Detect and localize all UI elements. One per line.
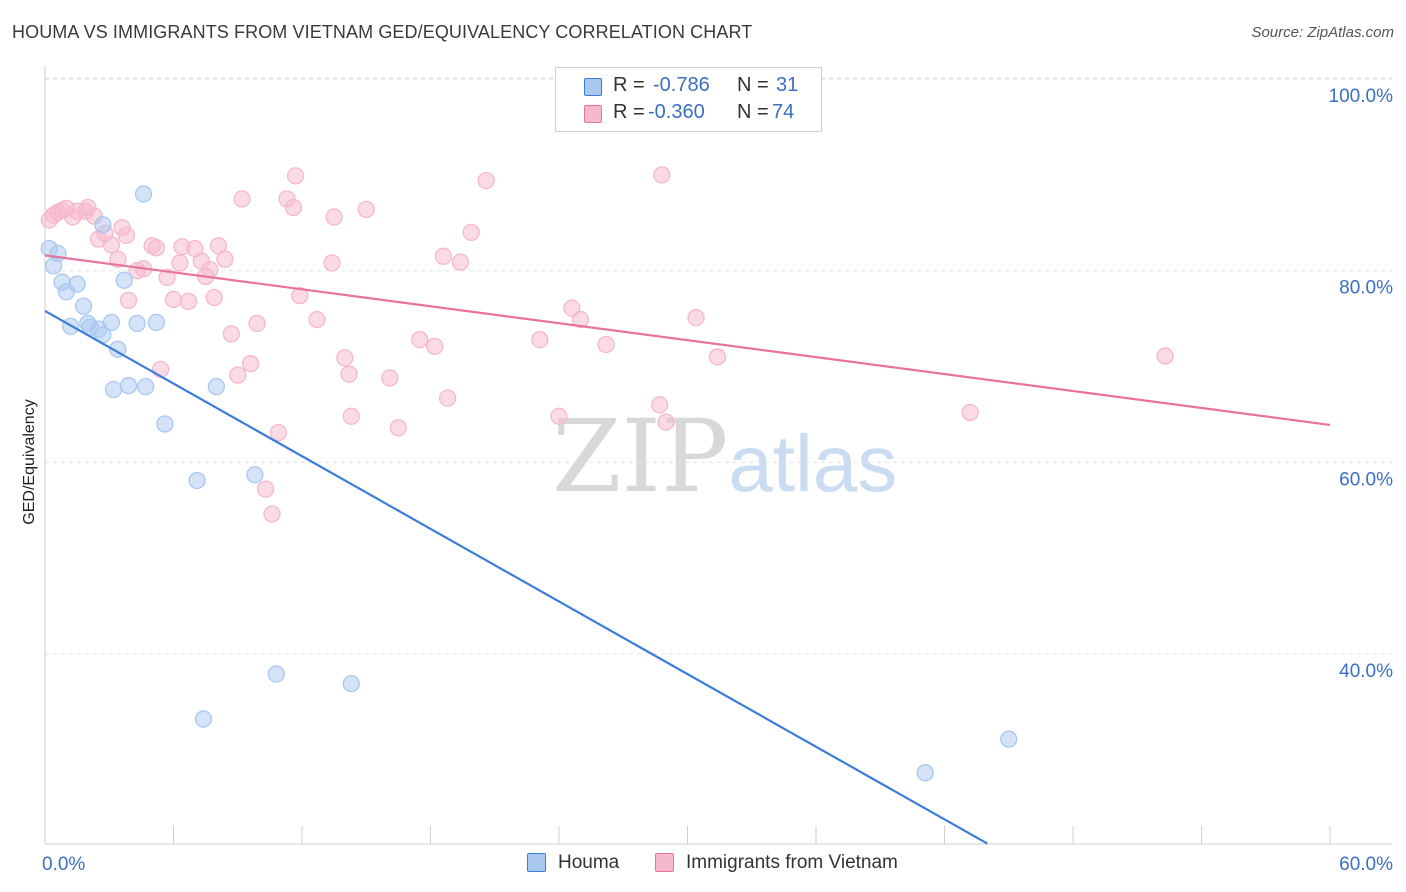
houma-point: [342, 674, 360, 693]
vietnam-point: [256, 480, 275, 498]
vietnam-point: [550, 407, 568, 425]
vietnam-point: [323, 254, 341, 272]
r-label: R =: [613, 101, 645, 123]
vietnam-point: [241, 354, 260, 373]
vietnam-point: [151, 360, 170, 379]
vietnam-point: [158, 268, 176, 287]
vietnam-point: [222, 325, 240, 343]
stats-swatch-vietnam: [584, 105, 602, 123]
houma-point: [156, 415, 174, 433]
vietnam-point: [286, 167, 305, 185]
vietnam-point: [340, 365, 358, 383]
vietnam-point: [357, 200, 375, 219]
chart-title: HOUMA VS IMMIGRANTS FROM VIETNAM GED/EQU…: [12, 22, 753, 42]
x-tick-label: 0.0%: [42, 854, 85, 875]
legend-label-houma: Houma: [558, 852, 620, 873]
n-label: N =: [737, 74, 769, 96]
houma-point: [134, 185, 153, 203]
houma-point: [147, 313, 166, 332]
vietnam-point: [269, 423, 288, 442]
houma-point: [94, 216, 112, 234]
houma-point: [207, 377, 225, 396]
vietnam-point: [651, 396, 669, 414]
vietnam-point: [205, 288, 223, 307]
vietnam-point: [308, 310, 326, 329]
houma-point: [137, 377, 155, 396]
vietnam-point: [179, 292, 198, 311]
vietnam-point: [708, 348, 727, 366]
vietnam-point: [229, 366, 247, 384]
source-label: Source: ZipAtlas.com: [1251, 24, 1394, 41]
y-tick-label: 100.0%: [1329, 86, 1394, 107]
vietnam-point: [248, 314, 266, 333]
houma-point: [1000, 730, 1018, 748]
vietnam-point: [171, 254, 189, 272]
vietnam-point: [102, 236, 121, 254]
vietnam-point: [336, 349, 354, 367]
vietnam-point: [462, 223, 480, 242]
y-tick-label: 60.0%: [1339, 469, 1393, 490]
vietnam-point: [426, 337, 444, 356]
vietnam-point: [147, 239, 166, 257]
vietnam-point: [117, 226, 136, 244]
vietnam-point: [233, 190, 251, 208]
vietnam-point: [342, 407, 360, 425]
vietnam-point: [563, 299, 581, 317]
n-label: N =: [737, 101, 769, 123]
r-label: R =: [613, 74, 645, 96]
vietnam-point: [477, 171, 495, 190]
vietnam-point: [597, 335, 615, 354]
vietnam-trend-line: [44, 254, 1331, 427]
vietnam-point: [687, 308, 705, 327]
r-value: -0.360: [648, 101, 705, 123]
stats-box: R = -0.786 N = 31 R = -0.360 N = 74: [555, 67, 822, 132]
stats-swatch-houma: [584, 78, 602, 96]
vietnam-point: [657, 413, 675, 431]
legend-swatch-houma: [527, 853, 546, 872]
legend-label-vietnam: Immigrants from Vietnam: [686, 852, 898, 873]
vietnam-point: [109, 250, 127, 268]
houma-point: [102, 313, 121, 332]
n-value: 31: [776, 74, 799, 96]
x-tick-label: 60.0%: [1339, 854, 1393, 875]
vietnam-point: [291, 286, 309, 305]
r-value: -0.786: [653, 74, 710, 96]
houma-point: [115, 271, 133, 289]
vietnam-point: [284, 198, 303, 217]
vietnam-point: [119, 291, 138, 310]
houma-point: [188, 471, 206, 490]
houma-point: [246, 466, 264, 484]
vietnam-point: [653, 166, 671, 184]
vietnam-point: [438, 389, 457, 407]
n-value: 74: [772, 101, 795, 123]
vietnam-point: [381, 369, 399, 387]
vietnam-point: [164, 290, 183, 309]
vietnam-point: [411, 331, 429, 349]
vietnam-point: [571, 310, 590, 329]
vietnam-point: [389, 419, 408, 437]
houma-point: [128, 314, 146, 333]
houma-point: [267, 665, 285, 683]
houma-point: [916, 764, 934, 782]
vietnam-point: [263, 505, 281, 523]
vietnam-point: [434, 247, 453, 265]
y-tick-label: 80.0%: [1339, 278, 1393, 299]
houma-point: [119, 377, 138, 395]
houma-point: [104, 380, 123, 399]
legend-swatch-vietnam: [655, 853, 674, 872]
vietnam-point: [1156, 347, 1174, 365]
vietnam-point: [961, 403, 979, 422]
houma-trend-line: [44, 309, 988, 845]
vietnam-point: [325, 208, 343, 226]
houma-point: [68, 275, 86, 293]
houma-point: [194, 710, 213, 728]
houma-point: [49, 244, 67, 263]
houma-point: [74, 297, 93, 315]
vietnam-point: [531, 331, 549, 349]
y-tick-label: 40.0%: [1339, 661, 1393, 682]
vietnam-point: [216, 250, 234, 268]
vietnam-point: [451, 253, 470, 271]
